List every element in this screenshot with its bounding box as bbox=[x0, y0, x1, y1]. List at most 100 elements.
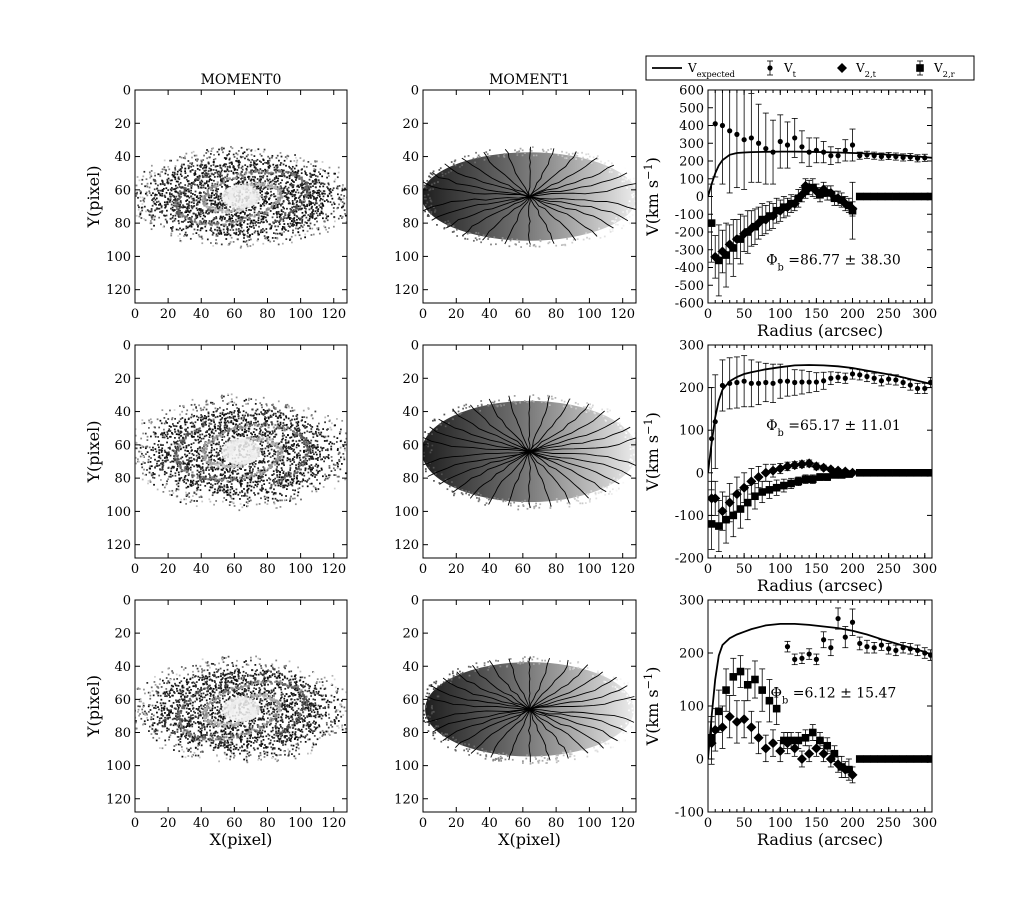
velocity-speckle bbox=[429, 172, 432, 175]
velocity-speckle bbox=[521, 154, 524, 157]
galaxy-pixel bbox=[184, 233, 186, 236]
galaxy-pixel bbox=[260, 215, 263, 218]
arm-pixel bbox=[204, 198, 207, 201]
galaxy-pixel bbox=[326, 176, 328, 179]
galaxy-pixel bbox=[307, 194, 309, 197]
galaxy-pixel bbox=[244, 423, 247, 426]
galaxy-pixel bbox=[217, 425, 220, 427]
galaxy-pixel bbox=[322, 475, 324, 478]
galaxy-pixel bbox=[250, 485, 253, 488]
galaxy-pixel bbox=[283, 207, 285, 210]
galaxy-pixel bbox=[161, 179, 163, 182]
galaxy-pixel bbox=[214, 416, 217, 419]
galaxy-pixel bbox=[292, 480, 295, 483]
galaxy-pixel bbox=[252, 182, 255, 185]
galaxy-pixel bbox=[278, 203, 280, 205]
galaxy-pixel bbox=[276, 204, 279, 207]
galaxy-speckle bbox=[326, 231, 329, 233]
galaxy-pixel bbox=[292, 444, 295, 447]
galaxy-speckle bbox=[125, 202, 127, 204]
galaxy-pixel bbox=[316, 479, 318, 481]
galaxy-pixel bbox=[156, 462, 158, 465]
arm-pixel bbox=[265, 171, 268, 174]
galaxy-pixel bbox=[174, 217, 177, 220]
galaxy-pixel bbox=[196, 223, 199, 226]
galaxy-pixel bbox=[209, 476, 211, 479]
galaxy-pixel bbox=[153, 197, 156, 199]
galaxy-speckle bbox=[150, 228, 153, 231]
galaxy-pixel bbox=[309, 193, 312, 196]
x-tick-label: 20 bbox=[160, 307, 177, 322]
arm-pixel bbox=[203, 195, 206, 198]
galaxy-pixel bbox=[286, 441, 289, 444]
galaxy-pixel bbox=[139, 200, 142, 202]
galaxy-pixel bbox=[163, 204, 166, 206]
galaxy-pixel bbox=[218, 170, 220, 173]
galaxy-pixel bbox=[223, 417, 226, 420]
arm-pixel bbox=[282, 215, 285, 219]
galaxy-pixel bbox=[247, 402, 249, 405]
galaxy-pixel bbox=[282, 206, 285, 209]
galaxy-pixel bbox=[195, 464, 198, 466]
galaxy-pixel bbox=[205, 182, 208, 184]
velocity-speckle bbox=[610, 171, 613, 173]
galaxy-pixel bbox=[234, 491, 237, 494]
galaxy-pixel bbox=[211, 401, 214, 404]
galaxy-pixel bbox=[289, 436, 291, 439]
galaxy-pixel bbox=[201, 180, 204, 183]
galaxy-pixel bbox=[173, 219, 176, 222]
galaxy-pixel bbox=[257, 238, 259, 241]
galaxy-pixel bbox=[237, 234, 240, 236]
velocity-speckle bbox=[565, 157, 568, 160]
galaxy-pixel bbox=[275, 177, 278, 180]
arm-pixel bbox=[182, 214, 185, 217]
galaxy-pixel bbox=[192, 415, 195, 418]
galaxy-pixel bbox=[311, 205, 313, 208]
galaxy-pixel bbox=[309, 194, 311, 197]
arm-pixel bbox=[178, 196, 181, 200]
galaxy-pixel bbox=[291, 447, 294, 450]
galaxy-pixel bbox=[164, 196, 167, 198]
galaxy-pixel bbox=[321, 204, 324, 206]
galaxy-pixel bbox=[161, 459, 164, 462]
galaxy-pixel bbox=[228, 153, 230, 155]
galaxy-pixel bbox=[162, 465, 164, 468]
galaxy-speckle bbox=[230, 145, 232, 148]
galaxy-pixel bbox=[325, 455, 328, 458]
galaxy-pixel bbox=[213, 194, 216, 196]
galaxy-speckle bbox=[143, 218, 146, 220]
galaxy-pixel bbox=[292, 221, 295, 224]
arm-pixel bbox=[278, 186, 281, 189]
galaxy-speckle bbox=[141, 196, 144, 199]
galaxy-pixel bbox=[259, 477, 261, 479]
galaxy-pixel bbox=[328, 189, 331, 191]
galaxy-pixel bbox=[217, 202, 220, 205]
galaxy-pixel bbox=[225, 157, 228, 160]
galaxy-pixel bbox=[226, 186, 228, 189]
galaxy-pixel bbox=[229, 234, 232, 237]
galaxy-pixel bbox=[203, 182, 206, 185]
arm-pixel bbox=[193, 218, 197, 221]
galaxy-pixel bbox=[224, 165, 227, 168]
galaxy-pixel bbox=[298, 444, 300, 447]
galaxy-pixel bbox=[230, 497, 233, 500]
galaxy-pixel bbox=[221, 205, 224, 208]
galaxy-pixel bbox=[217, 196, 220, 199]
galaxy-speckle bbox=[177, 235, 180, 237]
galaxy-pixel bbox=[154, 426, 156, 429]
galaxy-pixel bbox=[263, 413, 266, 416]
galaxy-pixel bbox=[340, 193, 343, 196]
galaxy-pixel bbox=[307, 197, 310, 199]
galaxy-pixel bbox=[193, 199, 196, 202]
galaxy-pixel bbox=[184, 192, 187, 195]
galaxy-pixel bbox=[290, 444, 293, 446]
arm-pixel bbox=[203, 204, 206, 207]
galaxy-pixel bbox=[282, 476, 285, 479]
galaxy-pixel bbox=[234, 431, 236, 434]
galaxy-pixel bbox=[219, 429, 222, 432]
galaxy-pixel bbox=[253, 155, 256, 157]
galaxy-pixel bbox=[150, 216, 153, 219]
galaxy-pixel bbox=[295, 209, 297, 212]
galaxy-pixel bbox=[263, 195, 266, 198]
arm-pixel bbox=[174, 202, 177, 205]
